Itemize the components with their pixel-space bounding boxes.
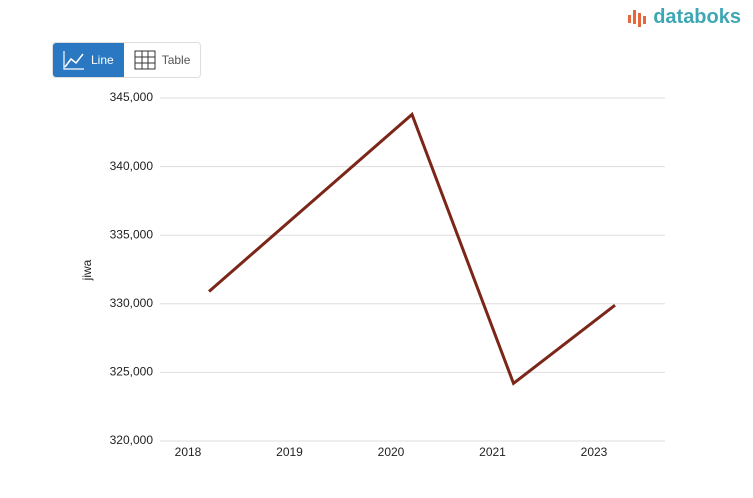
brand-name: databoks (653, 6, 741, 28)
brand: databoks (627, 6, 741, 29)
y-axis-label: jiwa (80, 259, 94, 281)
table-button[interactable]: Table (123, 43, 201, 77)
y-tick-label: 345,000 (110, 90, 154, 104)
brand-icon (628, 9, 647, 27)
button-label: Line (91, 53, 114, 67)
line-icon (63, 51, 84, 70)
y-tick-label: 325,000 (110, 365, 154, 379)
y-tick-label: 340,000 (110, 159, 154, 173)
x-tick-label: 2020 (378, 445, 405, 459)
y-tick-label: 330,000 (110, 296, 154, 310)
table-icon (134, 50, 156, 70)
y-tick-label: 320,000 (110, 433, 154, 447)
view-switch: Line Table (52, 42, 202, 78)
button-label: Table (161, 53, 191, 67)
line (208, 111, 616, 386)
x-tick-label: 2018 (175, 445, 202, 459)
x-tick-label: 2019 (276, 445, 303, 459)
x-tick-label: 2023 (581, 445, 608, 459)
x-tick-label: 2021 (479, 445, 506, 459)
y-tick-label: 335,000 (110, 227, 154, 241)
line-button[interactable]: Line (53, 43, 124, 77)
